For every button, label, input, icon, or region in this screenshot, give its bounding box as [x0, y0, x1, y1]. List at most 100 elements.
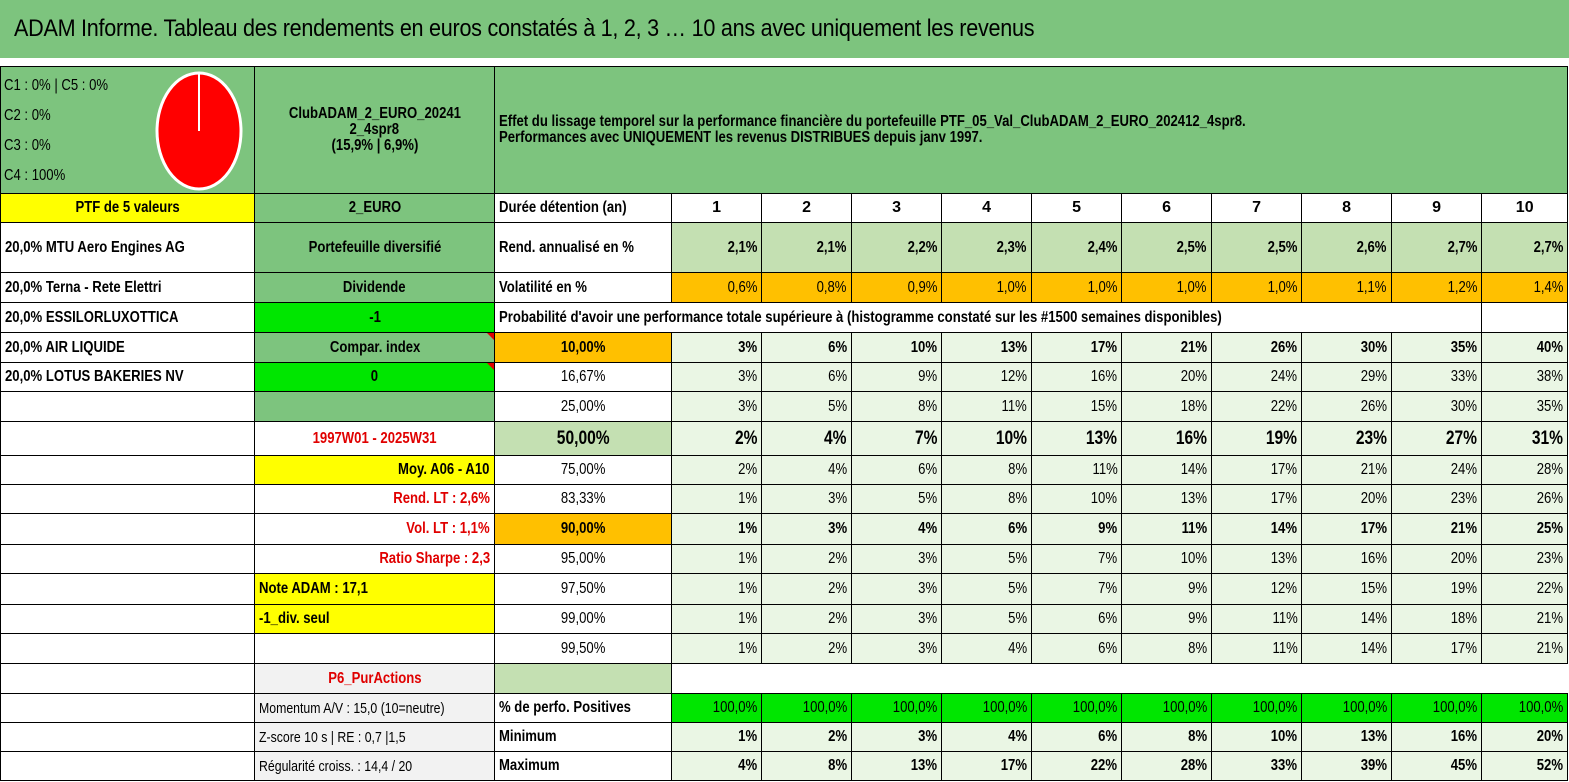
probability-value-y6: 14%	[1121, 455, 1212, 485]
page-title: ADAM Informe. Tableau des rendements en …	[0, 0, 1569, 62]
vol-value-y2: 0,8%	[761, 272, 852, 303]
year-header: 1	[670, 193, 763, 223]
period-cell: 1997W01 - 2025W31	[254, 421, 495, 456]
probability-value-y7: 24%	[1210, 362, 1303, 392]
comment-marker-icon	[486, 363, 494, 370]
duration-label-cell: Durée détention (an)	[493, 193, 672, 223]
probability-value-y5: 9%	[1030, 513, 1123, 545]
probability-value-y3: 6%	[850, 455, 943, 485]
probability-value-y4: 8%	[941, 484, 1032, 514]
probability-value-y1: 1%	[670, 544, 763, 574]
returns-sheet: C1 : 0% | C5 : 0% C2 : 0% C3 : 0% C4 : 1…	[0, 66, 1569, 781]
minimum-label-value-y3: 3%	[850, 722, 943, 752]
probability-value-y8: 21%	[1301, 455, 1392, 485]
year-header: 10	[1481, 193, 1568, 223]
probability-row: 25,00% 3% 5% 8% 11% 15% 18% 22% 26% 30% 35%	[0, 391, 1568, 422]
probability-value-y1: 3%	[670, 362, 763, 392]
maximum-label-value-y10: 52%	[1481, 751, 1568, 781]
minimum-label: Minimum	[493, 722, 672, 752]
probability-value-y6: 8%	[1121, 633, 1212, 664]
probability-value-y4: 5%	[941, 604, 1032, 634]
vol-value-y4: 1,0%	[941, 272, 1032, 303]
left-empty	[0, 544, 256, 574]
probability-value-y9: 30%	[1390, 391, 1483, 422]
probability-value-y9: 17%	[1390, 633, 1483, 664]
probability-row: Ratio Sharpe : 2,3 95,00% 1% 2% 3% 5% 7% 10% 13%…	[0, 544, 1568, 574]
probability-value-y4: 8%	[941, 455, 1032, 485]
rend-value-y1: 2,1%	[670, 222, 763, 273]
rend-value-y2: 2,1%	[761, 222, 852, 273]
regularite-cell: Régularité croiss. : 14,4 / 20	[254, 751, 495, 781]
minimum-label-value-y2: 2%	[761, 722, 852, 752]
description-line2: Performances avec UNIQUEMENT les revenus…	[498, 129, 983, 146]
allocation-c3: C3 : 0%	[4, 137, 51, 154]
probability-row: Vol. LT : 1,1% 90,00% 1% 3% 4% 6% 9% 11% 14% 17% 2…	[0, 513, 1568, 545]
probability-value-y7: 11%	[1210, 633, 1303, 664]
probability-value-y9: 19%	[1390, 573, 1483, 605]
probability-value-y9: 23%	[1390, 484, 1483, 514]
probability-row: Moy. A06 - A10 75,00% 2% 4% 6% 8% 11% 14% 17% 21%…	[0, 455, 1568, 485]
compar-value-cell: 0	[254, 362, 495, 392]
threshold-cell: 97,50%	[493, 573, 672, 605]
allocation-pie-chart	[155, 71, 243, 191]
probability-value-y6: 9%	[1121, 573, 1212, 605]
rend-value-y6: 2,5%	[1121, 222, 1212, 273]
p6-cell: P6_PurActions	[254, 663, 495, 694]
description-line1: Effet du lissage temporel sur la perform…	[498, 113, 1246, 130]
probability-value-y7: 13%	[1210, 544, 1303, 574]
threshold-cell: 16,67%	[493, 362, 672, 392]
probability-value-y4: 13%	[941, 332, 1032, 363]
probability-value-y8: 17%	[1301, 513, 1392, 545]
div-seul-cell: -1_div. seul	[254, 604, 495, 634]
vol-lt-cell: Vol. LT : 1,1%	[254, 513, 495, 545]
probability-value-y5: 7%	[1030, 544, 1123, 574]
rend-value-y9: 2,7%	[1390, 222, 1483, 273]
probability-value-y8: 30%	[1301, 332, 1392, 363]
probability-value-y1: 1%	[670, 513, 763, 545]
diversified-cell: Portefeuille diversifié	[254, 222, 495, 273]
probability-value-y10: 28%	[1481, 455, 1568, 485]
comment-marker-icon	[486, 333, 494, 340]
probability-value-y7: 22%	[1210, 391, 1303, 422]
probability-value-y7: 17%	[1210, 455, 1303, 485]
maximum-label: Maximum	[493, 751, 672, 781]
positive-label: % de perfo. Positives	[493, 693, 672, 723]
portfolio-name-line1: ClubADAM_2_EURO_20241	[288, 105, 461, 122]
probability-row: 1997W01 - 2025W31 50,00% 2% 4% 7% 10% 13% 16% 19…	[0, 421, 1568, 456]
blank-gap	[671, 663, 1568, 694]
positive-label-value-y9: 100,0%	[1390, 693, 1483, 723]
maximum-label-value-y5: 22%	[1030, 751, 1123, 781]
probability-value-y2: 6%	[761, 362, 852, 392]
zscore-cell: Z-score 10 s | RE : 0,7 |1,5	[254, 722, 495, 752]
probability-value-y5: 11%	[1030, 455, 1123, 485]
minimum-label-value-y6: 8%	[1121, 722, 1212, 752]
year-header: 7	[1210, 193, 1303, 223]
probability-value-y10: 25%	[1481, 513, 1568, 545]
probability-value-y5: 6%	[1030, 633, 1123, 664]
minimum-label-value-y10: 20%	[1481, 722, 1568, 752]
left-empty	[0, 722, 256, 752]
rend-lt-cell: Rend. LT : 2,6%	[254, 484, 495, 514]
probability-value-y4: 4%	[941, 633, 1032, 664]
probability-value-y2: 6%	[761, 332, 852, 363]
probability-value-y1: 1%	[670, 604, 763, 634]
year-header: 3	[850, 193, 943, 223]
left-empty	[0, 751, 256, 781]
maximum-label-value-y7: 33%	[1210, 751, 1303, 781]
year-header: 5	[1030, 193, 1123, 223]
probability-value-y8: 16%	[1301, 544, 1392, 574]
minimum-label-value-y8: 13%	[1301, 722, 1392, 752]
momentum-cell: Momentum A/V : 15,0 (10=neutre)	[254, 693, 495, 723]
threshold-cell: 25,00%	[493, 391, 672, 422]
rend-label: Rend. annualisé en %	[493, 222, 672, 273]
left-empty	[0, 484, 256, 514]
description-cell: Effet du lissage temporel sur la perform…	[493, 66, 1569, 194]
probability-value-y5: 13%	[1030, 421, 1123, 456]
positive-label-value-y6: 100,0%	[1121, 693, 1212, 723]
probability-value-y10: 35%	[1481, 391, 1568, 422]
probability-value-y1: 1%	[670, 573, 763, 605]
left-empty	[0, 604, 256, 634]
probability-value-y6: 10%	[1121, 544, 1212, 574]
dividend-value-cell: -1	[254, 302, 495, 333]
left-empty	[0, 513, 256, 545]
